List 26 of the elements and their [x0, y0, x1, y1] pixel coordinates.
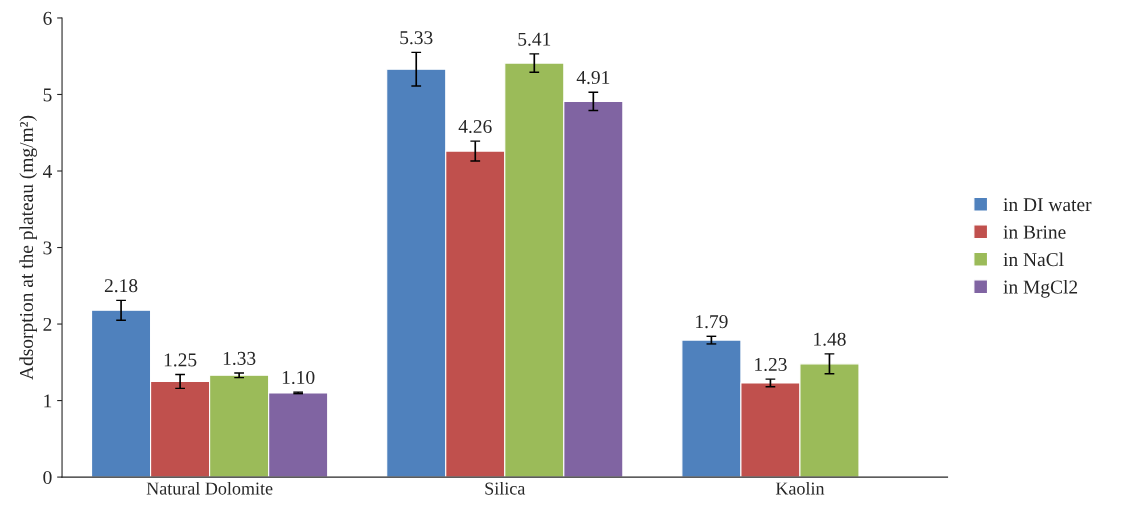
data-label: 1.79 — [696, 315, 728, 329]
data-label: 5.33 — [400, 31, 433, 45]
y-tick-label: 2 — [43, 317, 52, 331]
data-label: 4.26 — [458, 119, 492, 134]
y-tick-label: 0 — [43, 470, 52, 485]
data-label: 1.25 — [164, 353, 197, 367]
data-label: 1.10 — [282, 370, 315, 385]
legend-label: in DI water — [1003, 198, 1092, 212]
y-tick-label: 6 — [43, 11, 52, 25]
data-label: 2.18 — [104, 279, 138, 293]
data-label: 1.23 — [755, 357, 787, 372]
y-tick-label: 1 — [44, 394, 52, 408]
data-label: 4.91 — [576, 71, 610, 85]
x-tick-label: Silica — [485, 481, 526, 495]
y-tick-label: 5 — [43, 88, 52, 102]
y-tick-label: 4 — [42, 164, 53, 178]
legend-label: in Brine — [1003, 225, 1066, 239]
x-tick-label: Natural Dolomite — [146, 481, 273, 495]
legend-label: in MgCl2 — [1003, 279, 1078, 298]
data-label: 1.48 — [814, 332, 846, 346]
data-label: 5.41 — [518, 32, 551, 46]
data-label: 1.33 — [223, 351, 256, 365]
x-tick-label: Kaolin — [775, 481, 825, 495]
y-axis-title: Adsorption at the plateau (mg/m²) — [19, 115, 38, 380]
y-tick-label: 3 — [43, 241, 52, 255]
legend-label: in NaCl — [1003, 252, 1064, 267]
